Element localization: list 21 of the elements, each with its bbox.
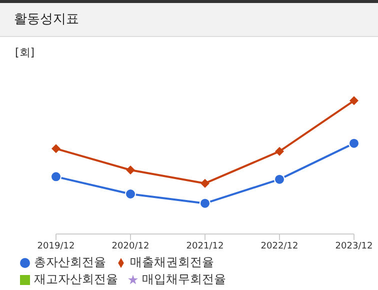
legend-label: 재고자산회전율 bbox=[34, 272, 118, 286]
point bbox=[350, 96, 358, 106]
x-tick-label: 2022/12 bbox=[260, 241, 298, 252]
legend-label: 매입채무회전율 bbox=[142, 272, 226, 286]
x-tick-label: 2019/12 bbox=[37, 241, 75, 252]
point bbox=[52, 144, 60, 154]
chart-title: 활동성지표 bbox=[0, 0, 378, 37]
x-tick-label: 2020/12 bbox=[112, 241, 150, 252]
point bbox=[200, 178, 210, 188]
point bbox=[348, 138, 360, 149]
point bbox=[126, 166, 135, 174]
point bbox=[274, 174, 285, 185]
x-tick-label: 2021/12 bbox=[186, 241, 224, 252]
point bbox=[200, 198, 210, 209]
legend-label: 매출채권회전율 bbox=[130, 255, 214, 269]
point bbox=[125, 188, 136, 200]
legend-label: 총자산회전율 bbox=[34, 255, 106, 269]
point bbox=[50, 171, 62, 182]
y-axis-title: [회] bbox=[15, 45, 35, 60]
x-tick-label: 2023/12 bbox=[335, 241, 373, 252]
point bbox=[275, 146, 284, 156]
